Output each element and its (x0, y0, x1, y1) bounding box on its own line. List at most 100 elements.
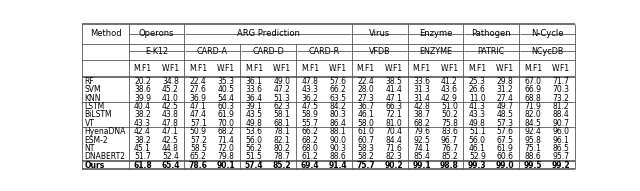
Text: 57.3: 57.3 (497, 119, 514, 128)
Text: 95.8: 95.8 (525, 135, 541, 145)
Text: 34.8: 34.8 (162, 77, 179, 86)
Text: 99.0: 99.0 (496, 161, 515, 170)
Text: 51.3: 51.3 (274, 94, 291, 103)
Text: 38.2: 38.2 (134, 135, 151, 145)
Text: 70.0: 70.0 (218, 119, 235, 128)
Text: 92.4: 92.4 (525, 127, 541, 136)
Text: CARD-A: CARD-A (197, 48, 228, 57)
Text: 65.4: 65.4 (161, 161, 180, 170)
Text: 88.4: 88.4 (553, 110, 570, 119)
Text: 66.2: 66.2 (330, 85, 346, 94)
Text: 25.3: 25.3 (469, 77, 486, 86)
Text: 92.5: 92.5 (413, 135, 430, 145)
Text: 78.6: 78.6 (189, 161, 208, 170)
Text: 58.3: 58.3 (357, 144, 374, 153)
Text: 51.7: 51.7 (134, 152, 151, 161)
Text: ESM-2: ESM-2 (84, 135, 108, 145)
Text: 42.4: 42.4 (134, 127, 151, 136)
Text: 47.1: 47.1 (385, 94, 402, 103)
Text: 65.2: 65.2 (190, 152, 207, 161)
Text: 68.2: 68.2 (413, 119, 430, 128)
Text: 82.1: 82.1 (274, 135, 291, 145)
Text: M.F1: M.F1 (413, 64, 431, 73)
Text: 50.2: 50.2 (441, 110, 458, 119)
Text: 80.3: 80.3 (330, 110, 346, 119)
Text: 58.5: 58.5 (190, 144, 207, 153)
Text: 39.1: 39.1 (246, 102, 262, 111)
Text: 38.2: 38.2 (134, 110, 151, 119)
Text: M.F1: M.F1 (301, 64, 319, 73)
Text: 81.0: 81.0 (385, 119, 402, 128)
Text: KNN: KNN (84, 94, 101, 103)
Text: 51.5: 51.5 (246, 152, 262, 161)
Text: 73.2: 73.2 (552, 94, 570, 103)
Text: 47.2: 47.2 (274, 85, 291, 94)
Text: 78.1: 78.1 (274, 127, 291, 136)
Text: 78.7: 78.7 (274, 152, 291, 161)
Text: 71.6: 71.6 (385, 144, 402, 153)
Text: 90.1: 90.1 (217, 161, 236, 170)
Text: 40.5: 40.5 (218, 85, 235, 94)
Text: 49.8: 49.8 (469, 119, 486, 128)
Text: 85.2: 85.2 (441, 152, 458, 161)
Text: 42.5: 42.5 (162, 102, 179, 111)
Text: 66.2: 66.2 (301, 127, 318, 136)
Text: W.F1: W.F1 (161, 64, 180, 73)
Text: 43.3: 43.3 (301, 85, 319, 94)
Text: 27.6: 27.6 (190, 85, 207, 94)
Text: 51.1: 51.1 (469, 127, 486, 136)
Text: 39.9: 39.9 (134, 94, 151, 103)
Text: 48.5: 48.5 (497, 110, 514, 119)
Text: 47.1: 47.1 (162, 127, 179, 136)
Text: 95.7: 95.7 (552, 152, 570, 161)
Text: 72.0: 72.0 (218, 144, 235, 153)
Text: 31.3: 31.3 (413, 85, 430, 94)
Text: 41.0: 41.0 (162, 94, 179, 103)
Text: 52.4: 52.4 (162, 152, 179, 161)
Text: 36.4: 36.4 (246, 94, 262, 103)
Text: 56.0: 56.0 (246, 135, 262, 145)
Text: M.F1: M.F1 (524, 64, 542, 73)
Text: 60.7: 60.7 (357, 135, 374, 145)
Text: 51.0: 51.0 (441, 102, 458, 111)
Text: 76.7: 76.7 (441, 144, 458, 153)
Text: VFDB: VFDB (369, 48, 390, 57)
Text: 72.1: 72.1 (385, 110, 402, 119)
Text: 38.7: 38.7 (413, 110, 430, 119)
Text: SVM: SVM (84, 85, 101, 94)
Text: 43.3: 43.3 (469, 110, 486, 119)
Text: 56.0: 56.0 (469, 135, 486, 145)
Text: 90.2: 90.2 (385, 161, 403, 170)
Text: 66.3: 66.3 (385, 102, 402, 111)
Text: 68.8: 68.8 (525, 94, 541, 103)
Text: 90.7: 90.7 (552, 119, 570, 128)
Text: 84.4: 84.4 (385, 135, 402, 145)
Text: 54.4: 54.4 (218, 94, 235, 103)
Text: M.F1: M.F1 (356, 64, 375, 73)
Text: 70.4: 70.4 (385, 127, 402, 136)
Text: 41.3: 41.3 (469, 102, 486, 111)
Text: 75.8: 75.8 (441, 119, 458, 128)
Text: 96.0: 96.0 (552, 127, 570, 136)
Text: 57.6: 57.6 (330, 77, 346, 86)
Text: 79.8: 79.8 (218, 152, 235, 161)
Text: M.F1: M.F1 (245, 64, 263, 73)
Text: 88.1: 88.1 (330, 127, 346, 136)
Text: W.F1: W.F1 (496, 64, 515, 73)
Text: 68.2: 68.2 (218, 127, 235, 136)
Text: M.F1: M.F1 (468, 64, 486, 73)
Text: 27.4: 27.4 (497, 94, 514, 103)
Text: Ours: Ours (84, 161, 105, 170)
Text: 22.4: 22.4 (190, 77, 207, 86)
Text: 42.9: 42.9 (441, 94, 458, 103)
Text: 47.8: 47.8 (162, 119, 179, 128)
Text: 45.1: 45.1 (134, 144, 151, 153)
Text: DNABERT2: DNABERT2 (84, 152, 125, 161)
Text: 49.8: 49.8 (246, 119, 262, 128)
Text: 90.3: 90.3 (330, 144, 346, 153)
Text: 41.2: 41.2 (441, 77, 458, 86)
Text: 74.1: 74.1 (413, 144, 430, 153)
Text: 58.9: 58.9 (301, 110, 318, 119)
Text: 71.7: 71.7 (552, 77, 570, 86)
Text: 44.8: 44.8 (162, 144, 179, 153)
